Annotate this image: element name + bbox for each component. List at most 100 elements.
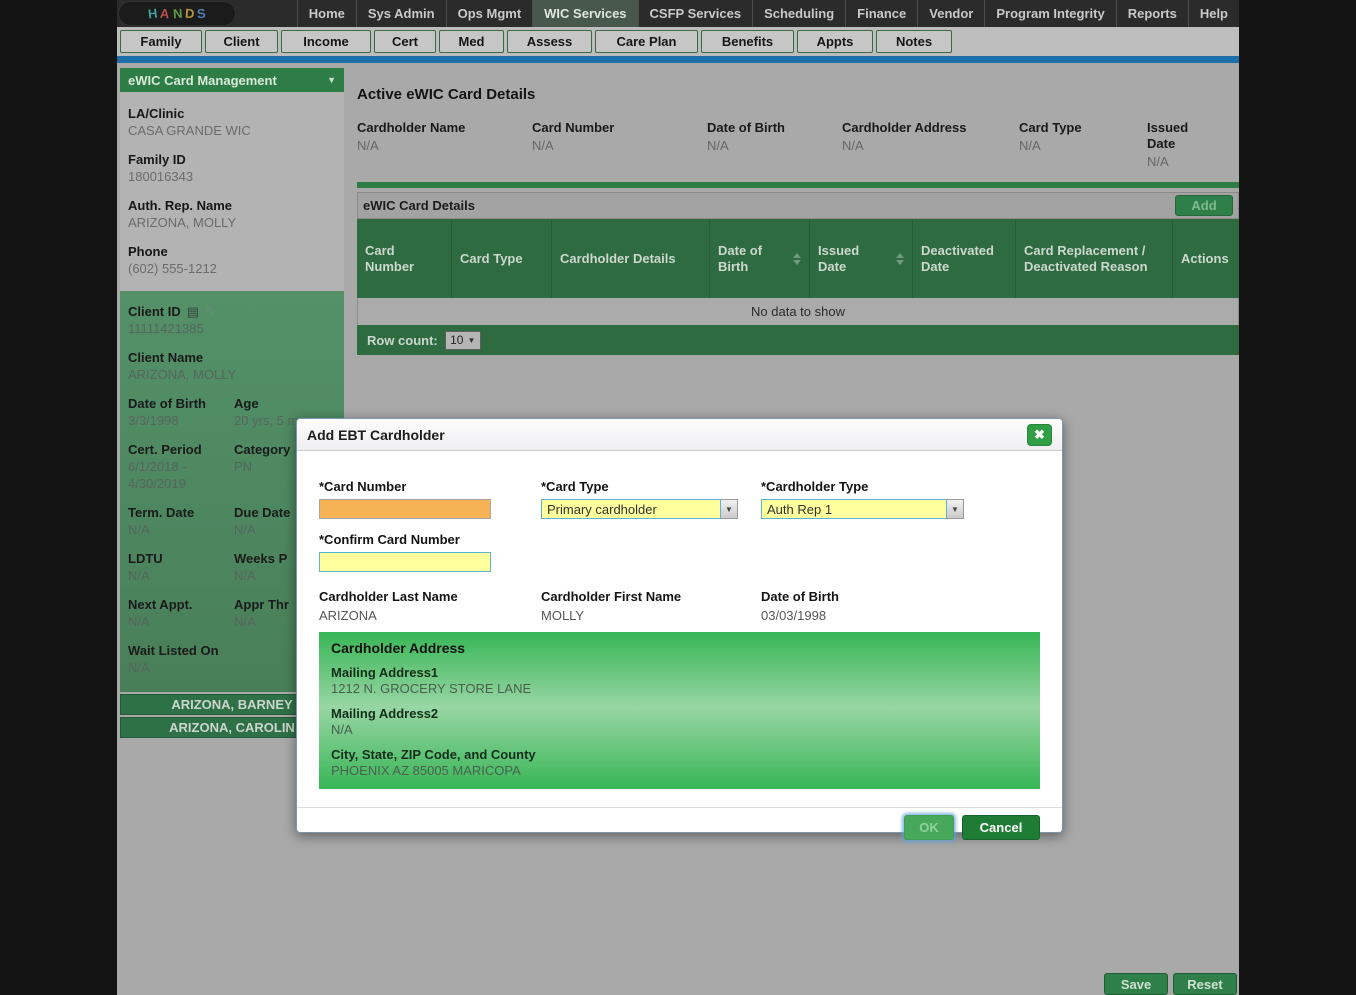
cardholder-type-label: *Cardholder Type — [761, 479, 869, 494]
nav-item-home[interactable]: Home — [296, 0, 356, 27]
chevron-down-icon: ▼ — [947, 499, 964, 519]
nav-item-help[interactable]: Help — [1187, 0, 1239, 27]
tab-benefits[interactable]: Benefits — [701, 30, 794, 53]
nav-item-reports[interactable]: Reports — [1115, 0, 1188, 27]
dialog-titlebar: Add EBT Cardholder ✖ — [297, 419, 1062, 451]
active-field-address: Cardholder Address N/A — [842, 120, 967, 153]
confirm-card-number-input[interactable] — [319, 552, 491, 572]
family-info-panel: LA/Clinic CASA GRANDE WIC Family ID 1800… — [120, 92, 344, 291]
cardholder-type-group: *Cardholder Type Auth Rep 1 ▼ — [761, 479, 1040, 519]
row-count-select[interactable]: 10 ▼ — [444, 330, 481, 350]
tab-care-plan[interactable]: Care Plan — [595, 30, 698, 53]
column-issued-date[interactable]: Issued Date — [810, 219, 913, 298]
close-icon[interactable]: ✖ — [1027, 423, 1052, 446]
cardholder-type-select[interactable]: Auth Rep 1 ▼ — [761, 499, 964, 519]
info-field-phone: Phone (602) 555-1212 — [128, 244, 217, 276]
tab-notes[interactable]: Notes — [876, 30, 952, 53]
client-field-weeks: Weeks P N/A — [234, 551, 288, 583]
card-number-label: *Card Number — [319, 479, 407, 494]
column-date-of-birth[interactable]: Date of Birth — [710, 219, 810, 298]
nav-item-scheduling[interactable]: Scheduling — [752, 0, 845, 27]
family-member-button[interactable]: ARIZONA, CAROLIN — [120, 717, 344, 738]
client-field-category: Category PN — [234, 442, 291, 474]
chevron-down-icon: ▼ — [721, 499, 738, 519]
client-field-due-date: Due Date N/A — [234, 505, 291, 537]
nav-item-program-integrity[interactable]: Program Integrity — [984, 0, 1115, 27]
tab-bar: Family Client Income Cert Med Assess Car… — [117, 27, 1239, 56]
column-cardholder-details[interactable]: Cardholder Details — [552, 219, 710, 298]
reset-button[interactable]: Reset — [1173, 973, 1237, 995]
save-button[interactable]: Save — [1104, 973, 1168, 995]
column-deactivated-date[interactable]: Deactivated Date — [913, 219, 1016, 298]
active-field-card-number: Card Number N/A — [532, 120, 615, 153]
card-type-label: *Card Type — [541, 479, 609, 494]
logo-letter: S — [196, 5, 207, 22]
first-name-group: Cardholder First Name MOLLY — [541, 589, 682, 623]
tab-assess[interactable]: Assess — [507, 30, 592, 53]
client-field-appr-thru: Appr Thr N/A — [234, 597, 289, 629]
main-panel: Active eWIC Card Details Cardholder Name… — [357, 63, 1239, 355]
chevron-down-icon: ▼ — [467, 335, 476, 345]
nav-item-finance[interactable]: Finance — [845, 0, 917, 27]
client-field-age: Age 20 yrs, 5 mos — [234, 396, 313, 428]
client-field-next-appt: Next Appt. N/A — [128, 597, 193, 629]
column-actions: Actions — [1181, 250, 1229, 266]
cardholder-address-panel: Cardholder Address Mailing Address1 1212… — [319, 632, 1040, 789]
mailing-address1-field: Mailing Address1 1212 N. GROCERY STORE L… — [331, 665, 532, 696]
edit-icon[interactable]: ✎ — [205, 304, 216, 319]
last-name-group: Cardholder Last Name ARIZONA — [319, 589, 458, 623]
info-field-la-clinic: LA/Clinic CASA GRANDE WIC — [128, 106, 251, 138]
page-actions: Save Reset — [1104, 973, 1237, 995]
client-field-term-date: Term. Date N/A — [128, 505, 195, 537]
nav-item-wic-services[interactable]: WIC Services — [532, 0, 638, 27]
dob-group: Date of Birth 03/03/1998 — [761, 589, 839, 623]
add-button[interactable]: Add — [1175, 195, 1233, 216]
card-type-select[interactable]: Primary cardholder ▼ — [541, 499, 738, 519]
active-field-cardholder-name: Cardholder Name N/A — [357, 120, 466, 153]
tab-client[interactable]: Client — [205, 30, 278, 53]
dialog-title: Add EBT Cardholder — [307, 426, 445, 443]
active-field-dob: Date of Birth N/A — [707, 120, 785, 153]
dialog-body: *Card Number *Card Type Primary cardhold… — [297, 479, 1062, 840]
column-card-type[interactable]: Card Type — [452, 219, 552, 298]
card-icon[interactable]: ▤ — [186, 304, 200, 319]
column-card-number[interactable]: Card Number — [357, 219, 452, 298]
info-field-family-id: Family ID 180016343 — [128, 152, 194, 184]
client-field-wait-listed: Wait Listed On N/A — [128, 643, 219, 675]
ok-button[interactable]: OK — [904, 815, 954, 840]
mailing-address2-field: Mailing Address2 N/A — [331, 706, 439, 737]
row-count-label: Row count: — [367, 332, 438, 348]
tab-med[interactable]: Med — [439, 30, 504, 53]
sidebar-section-label: eWIC Card Management — [128, 72, 277, 88]
tab-income[interactable]: Income — [281, 30, 371, 53]
active-field-issued-date: Issued Date N/A — [1147, 120, 1189, 169]
nav-item-csfp-services[interactable]: CSFP Services — [637, 0, 753, 27]
empty-table-message: No data to show — [357, 298, 1239, 325]
dialog-footer: OK Cancel — [297, 807, 1062, 840]
card-number-input[interactable] — [319, 499, 491, 519]
chevron-down-icon: ▼ — [327, 75, 336, 85]
add-ebt-cardholder-dialog: Add EBT Cardholder ✖ *Card Number *Card … — [296, 418, 1063, 840]
sort-icon[interactable] — [793, 252, 801, 265]
nav-item-ops-mgmt[interactable]: Ops Mgmt — [445, 0, 533, 27]
family-member-button[interactable]: ARIZONA, BARNEY — [120, 694, 344, 715]
column-card-replacement[interactable]: Card Replacement / Deactivated Reason — [1016, 219, 1173, 298]
client-field-cert-period: Cert. Period 6/1/2018 - 4/30/2019 — [128, 442, 202, 491]
cancel-button[interactable]: Cancel — [962, 815, 1040, 840]
client-field-dob: Date of Birth 3/3/1998 — [128, 396, 206, 428]
sort-icon[interactable] — [896, 252, 904, 265]
ewic-card-details-header: eWIC Card Details Add — [357, 192, 1239, 219]
nav-item-sys-admin[interactable]: Sys Admin — [355, 0, 446, 27]
client-id-field: Client ID ▤ ✎ 11111421385 — [128, 304, 216, 336]
active-card-details: Cardholder Name N/A Card Number N/A Date… — [357, 120, 1239, 169]
tab-family[interactable]: Family — [120, 30, 202, 53]
nav-menu: Home Sys Admin Ops Mgmt WIC Services CSF… — [296, 0, 1239, 27]
city-state-zip-field: City, State, ZIP Code, and County PHOENI… — [331, 747, 536, 778]
ewic-card-details-title: eWIC Card Details — [363, 198, 475, 213]
info-field-auth-rep: Auth. Rep. Name ARIZONA, MOLLY — [128, 198, 237, 230]
sidebar-section-dropdown[interactable]: eWIC Card Management ▼ — [120, 68, 344, 92]
table-footer: Row count: 10 ▼ — [357, 325, 1239, 355]
nav-item-vendor[interactable]: Vendor — [917, 0, 984, 27]
tab-appts[interactable]: Appts — [797, 30, 873, 53]
tab-cert[interactable]: Cert — [374, 30, 436, 53]
